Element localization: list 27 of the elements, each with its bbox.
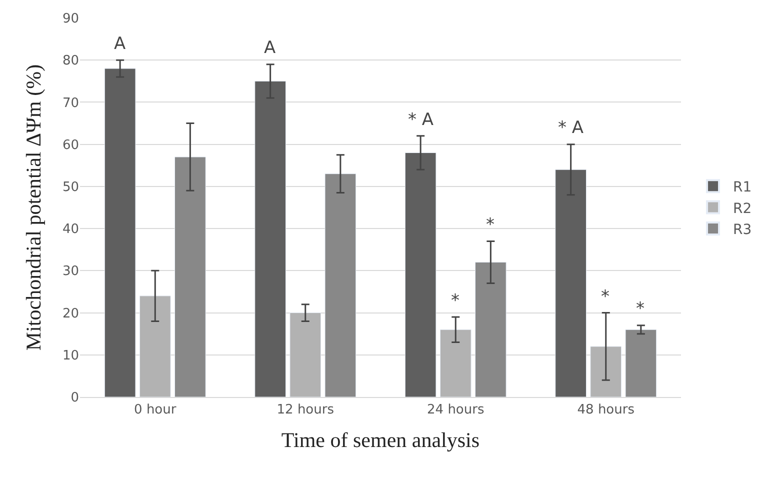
- data-label: *: [451, 291, 460, 311]
- data-label: * A: [408, 110, 434, 130]
- legend-label: R3: [733, 222, 752, 238]
- data-label: A: [264, 38, 276, 58]
- x-tick-label: 24 hours: [427, 402, 484, 418]
- y-tick-label: 10: [62, 348, 79, 364]
- y-tick-label: 90: [62, 12, 79, 27]
- data-label: * A: [558, 118, 584, 138]
- legend-label: R2: [733, 200, 752, 217]
- x-tick-label: 12 hours: [276, 402, 334, 418]
- data-label: *: [601, 287, 610, 307]
- y-tick-label: 0: [70, 390, 79, 406]
- y-tick-label: 80: [62, 54, 79, 69]
- legend-label: R1: [733, 180, 752, 196]
- y-tick-label: 40: [62, 222, 79, 238]
- y-tick-label: 60: [62, 138, 79, 153]
- y-tick-label: 70: [62, 96, 79, 111]
- x-tick-label: 0 hour: [134, 402, 177, 418]
- y-tick-label: 50: [62, 180, 79, 195]
- x-tick-label: 48 hours: [577, 402, 635, 418]
- y-tick-label: 30: [62, 264, 79, 280]
- data-label: *: [486, 215, 494, 235]
- y-tick-label: 20: [62, 306, 79, 322]
- data-label: *: [636, 299, 644, 319]
- x-axis-title: Time of semen analysis: [281, 428, 480, 452]
- y-axis-title: Mitochondrial potential ΔΨm (%): [22, 64, 46, 351]
- data-label: A: [114, 34, 126, 54]
